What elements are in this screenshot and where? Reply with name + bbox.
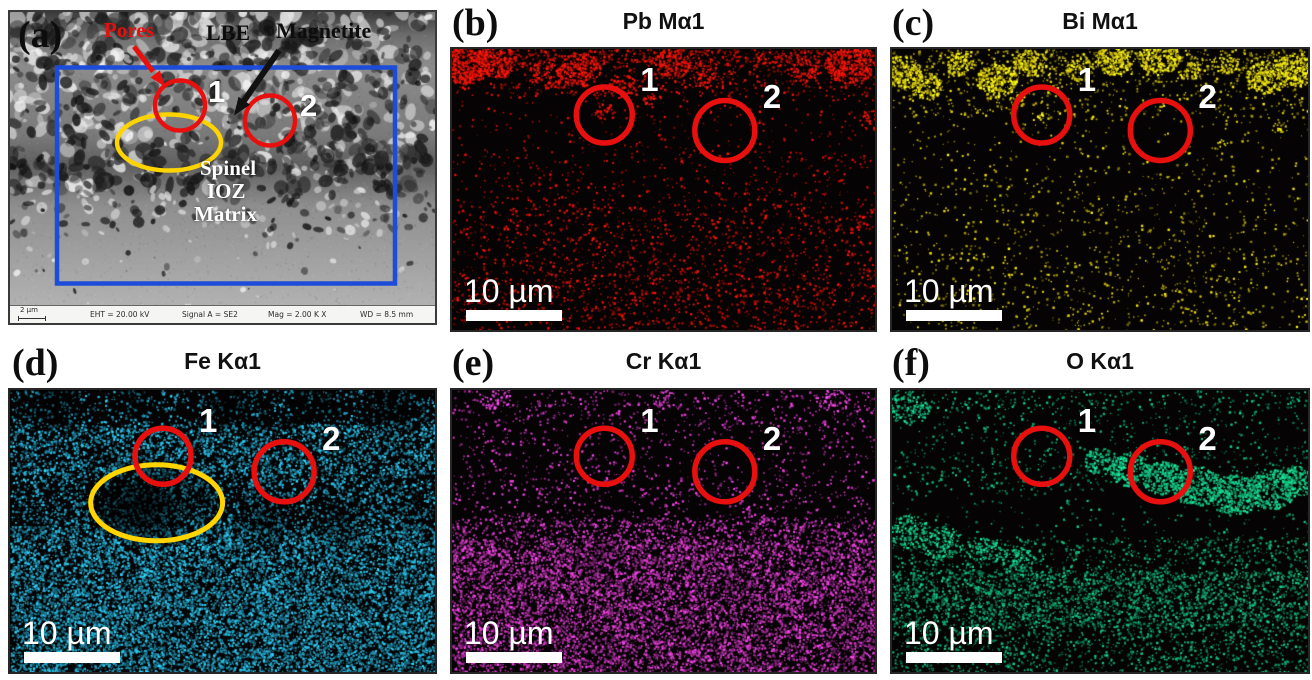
sem-scale-label: 2 µm — [20, 306, 38, 314]
highlight-ellipse — [114, 112, 224, 173]
region-2-number: 2 — [762, 419, 782, 457]
panel-a-letter: (a) — [18, 14, 63, 56]
panel-d-letter: (d) — [12, 342, 59, 384]
panel-f-header: (f) O Kα1 — [890, 342, 1310, 384]
scale-bar — [906, 310, 1002, 321]
panel-d-map: 1 2 10 µm — [8, 388, 437, 674]
sem-image-canvas — [10, 12, 435, 306]
eds-map-canvas-fe — [10, 390, 435, 672]
roi-rectangle — [54, 65, 398, 286]
panel-b-map: 1 2 10 µm — [450, 47, 877, 332]
sem-wd-readout: WD = 8.5 mm — [360, 310, 414, 319]
region-circle-1 — [573, 84, 636, 146]
region-2-number: 2 — [762, 78, 782, 116]
scale-bar — [906, 652, 1002, 663]
lbe-label: LBE — [206, 20, 251, 45]
scale-label: 10 µm — [22, 615, 112, 651]
sem-signal-readout: Signal A = SE2 — [182, 310, 238, 319]
spinel-label: Spinel — [200, 156, 257, 180]
sem-eht-readout: EHT = 20.00 kV — [90, 310, 150, 319]
panel-b-header: (b) Pb Mα1 — [450, 2, 877, 44]
scale-bar — [466, 652, 562, 663]
region-circle-2 — [1127, 97, 1194, 164]
panel-c-markers — [1011, 84, 1194, 164]
panel-f-letter: (f) — [892, 342, 930, 384]
sem-mag-readout: Mag = 2.00 K X — [268, 310, 327, 319]
region-circle-1 — [152, 78, 208, 133]
panel-a-annotation-overlay — [54, 44, 398, 286]
scale-bar — [24, 652, 120, 663]
region-1-number: 1 — [640, 61, 659, 99]
region-circle-2 — [692, 97, 758, 164]
panel-e-map: 1 2 10 µm — [450, 388, 877, 674]
region-circle-1 — [1011, 425, 1073, 488]
panel-a: (a) Pores LBE Magnetite 1 2 Spinel IOZ M… — [8, 10, 437, 325]
panel-e-letter: (e) — [452, 342, 495, 384]
panel-b-title: Pb Mα1 — [622, 8, 705, 34]
panel-e-title: Cr Kα1 — [625, 348, 702, 374]
panel-e-header: (e) Cr Kα1 — [450, 342, 877, 384]
region-2-number: 2 — [1198, 419, 1217, 457]
region-circle-2 — [251, 439, 317, 505]
panel-c-letter: (c) — [892, 2, 935, 44]
region-circle-2 — [1127, 439, 1194, 505]
panel-d-header: (d) Fe Kα1 — [8, 342, 437, 384]
panel-b-markers — [573, 84, 758, 164]
region-2-number: 2 — [1198, 78, 1217, 116]
eds-map-canvas-o — [892, 390, 1308, 672]
region-circle-1 — [573, 425, 636, 488]
panel-d-title: Fe Kα1 — [184, 348, 261, 374]
region-circle-2 — [242, 93, 298, 148]
sem-info-bar: 2 µm EHT = 20.00 kV Signal A = SE2 Mag =… — [10, 305, 435, 323]
panel-f-map: 1 2 10 µm — [890, 388, 1310, 674]
highlight-ellipse — [88, 462, 226, 544]
eds-map-canvas-pb — [452, 49, 875, 330]
pores-arrow — [132, 44, 165, 87]
scale-label: 10 µm — [464, 615, 554, 651]
pores-label: Pores — [104, 18, 154, 42]
matrix-label: Matrix — [194, 202, 257, 226]
ioz-label: IOZ — [207, 179, 246, 203]
region-1-number: 1 — [199, 402, 218, 440]
scale-label: 10 µm — [904, 615, 994, 651]
region-circle-2 — [692, 439, 758, 505]
region-1-number: 1 — [1077, 61, 1097, 99]
panel-e-markers — [573, 425, 758, 505]
region-circle-1 — [132, 425, 194, 488]
eds-map-canvas-bi — [892, 49, 1308, 330]
panel-f-markers — [1011, 425, 1194, 505]
panel-d-markers — [88, 425, 317, 544]
eds-map-canvas-cr — [452, 390, 875, 672]
panel-c-header: (c) Bi Mα1 — [890, 2, 1310, 44]
scale-label: 10 µm — [904, 273, 994, 309]
magnetite-label: Magnetite — [276, 18, 372, 43]
panel-c-title: Bi Mα1 — [1062, 8, 1138, 34]
region-circle-1 — [1011, 84, 1073, 146]
region-1-number: 1 — [1077, 402, 1097, 440]
region-2-number: 2 — [322, 419, 341, 457]
sem-scale-bar — [18, 316, 46, 321]
region-1-number: 1 — [208, 74, 226, 109]
scale-label: 10 µm — [464, 273, 554, 309]
scale-bar — [466, 310, 562, 321]
region-1-number: 1 — [640, 402, 659, 440]
region-2-number: 2 — [300, 88, 318, 123]
panel-c-map: 1 2 10 µm — [890, 47, 1310, 332]
panel-f-title: O Kα1 — [1066, 348, 1134, 374]
magnetite-arrow — [234, 48, 282, 116]
panel-b-letter: (b) — [452, 2, 499, 44]
